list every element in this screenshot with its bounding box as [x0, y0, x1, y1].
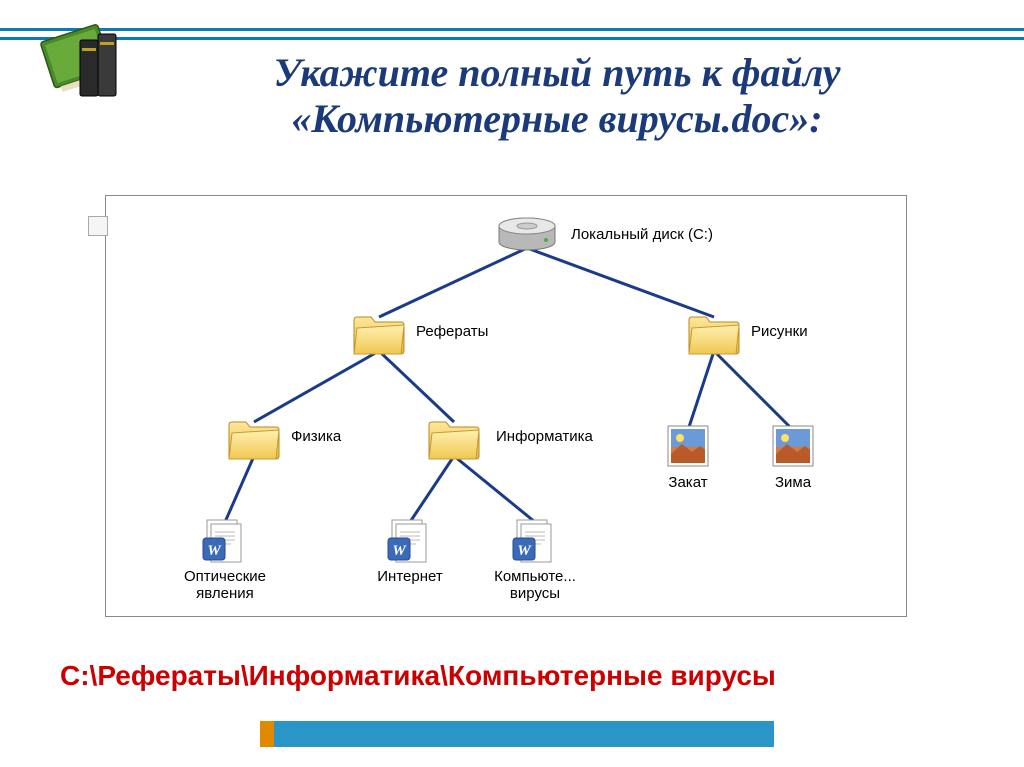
footer-bar — [260, 721, 774, 747]
svg-text:W: W — [207, 543, 222, 559]
node-drive — [496, 216, 558, 257]
answer-path: C:\Рефераты\Информатика\Компьютерные вир… — [60, 660, 776, 692]
node-label-zakat: Закат — [668, 474, 707, 491]
node-label-risunki: Рисунки — [751, 323, 808, 340]
header-rule — [0, 28, 1024, 40]
node-label-referaty: Рефераты — [416, 323, 488, 340]
node-internet: W — [386, 516, 434, 567]
node-fizika — [226, 416, 282, 465]
svg-text:W: W — [392, 543, 407, 559]
file-tree-diagram: Локальный диск (C:) Рефераты Рисунки Физика… — [105, 195, 907, 617]
node-optika: W — [201, 516, 249, 567]
title-line2: «Компьютерные вирусы.doc»: — [291, 96, 822, 141]
node-referaty — [351, 311, 407, 360]
svg-text:W: W — [517, 543, 532, 559]
node-label-informatika: Информатика — [496, 428, 593, 445]
node-informatika — [426, 416, 482, 465]
node-label-internet: Интернет — [377, 568, 442, 585]
node-label-fizika: Физика — [291, 428, 341, 445]
node-label-optika: Оптическиеявления — [184, 568, 266, 602]
page-title: Укажите полный путь к файлу «Компьютерны… — [130, 50, 984, 142]
node-label-virus: Компьюте...вирусы — [494, 568, 576, 602]
node-virus: W — [511, 516, 559, 567]
node-label-zima: Зима — [775, 474, 811, 491]
title-line1: Укажите полный путь к файлу — [273, 50, 840, 95]
node-label-drive: Локальный диск (C:) — [571, 226, 713, 243]
node-zima — [771, 424, 815, 471]
node-zakat — [666, 424, 710, 471]
node-risunki — [686, 311, 742, 360]
